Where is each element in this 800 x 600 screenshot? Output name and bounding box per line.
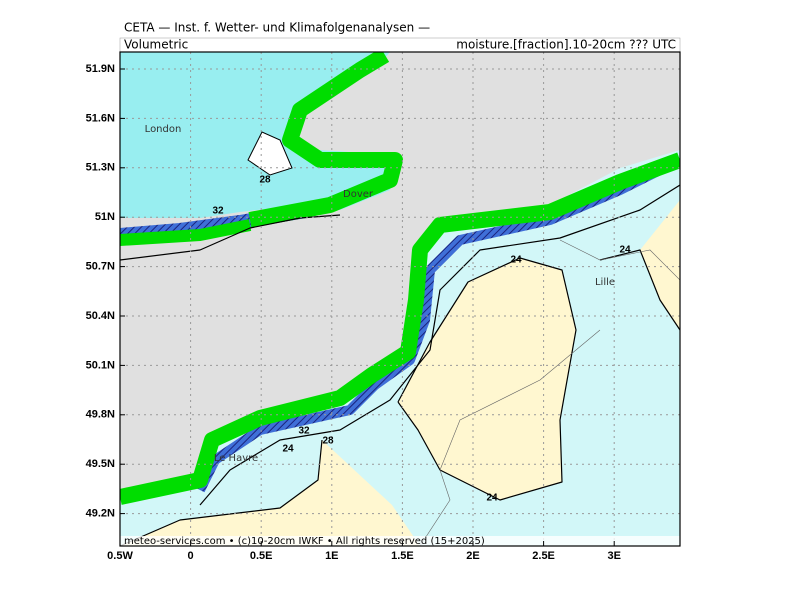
contour-label: 28: [259, 175, 271, 186]
x-tick-label: 3E: [607, 550, 620, 562]
x-tick-label: 2.5E: [532, 550, 555, 562]
y-tick-label: 49.8N: [86, 409, 115, 421]
contour-label: 24: [619, 245, 631, 256]
y-tick-label: 51N: [95, 211, 115, 223]
coast-band: [120, 152, 680, 505]
y-tick-label: 50.1N: [86, 359, 115, 371]
x-tick-label: 1.5E: [391, 550, 414, 562]
y-tick-label: 50.4N: [86, 310, 115, 322]
contour-label: 24: [510, 255, 522, 266]
x-tick-label: 0.5E: [250, 550, 273, 562]
dry-zone: [398, 258, 576, 500]
contour: [199, 184, 680, 506]
contour-label: 32: [298, 426, 310, 437]
dry-zone: [640, 200, 680, 330]
x-tick-label: 0: [188, 550, 194, 562]
wet-spot: [247, 131, 293, 176]
border: [559, 239, 680, 281]
coast-band: [120, 219, 252, 246]
x-tick-label: 2E: [466, 550, 479, 562]
y-tick-label: 51.9N: [86, 63, 115, 75]
header-title: CETA — Inst. f. Wetter- und Klimafolgena…: [124, 21, 430, 35]
place-label: Lille: [595, 277, 615, 288]
y-tick-label: 49.2N: [86, 508, 115, 520]
header-right: moisture.[fraction].10-20cm ??? UTC: [456, 38, 676, 52]
contour: [599, 249, 680, 331]
dry-zone: [120, 440, 420, 546]
y-tick-label: 50.7N: [86, 261, 115, 273]
y-tick-label: 49.5N: [86, 458, 115, 470]
footer: meteo-services.com • (c)10-20cm IWKF • A…: [124, 536, 485, 547]
border: [419, 329, 601, 546]
contour-label: 32: [212, 206, 224, 217]
place-label: London: [145, 124, 182, 135]
coast-band: [248, 52, 403, 228]
contour-label: 28: [322, 436, 334, 447]
header-left: Volumetric: [124, 38, 188, 52]
footer-bg: [120, 536, 680, 546]
contour: [120, 439, 323, 546]
contour: [397, 257, 577, 501]
contour-label: 24: [486, 493, 498, 504]
place-label: Dover: [343, 189, 374, 200]
y-tick-label: 51.3N: [86, 162, 115, 174]
x-tick-label: 0.5W: [107, 550, 133, 562]
map-frame: [119, 51, 681, 547]
y-tick-label: 51.6N: [86, 112, 115, 124]
place-label: Le Havre: [214, 453, 258, 464]
contour-label: 24: [282, 444, 294, 455]
x-tick-label: 1E: [325, 550, 338, 562]
map-area: 28 32 24 24 32 28 24 24 London Dover Le Havre Lille…: [120, 52, 680, 547]
